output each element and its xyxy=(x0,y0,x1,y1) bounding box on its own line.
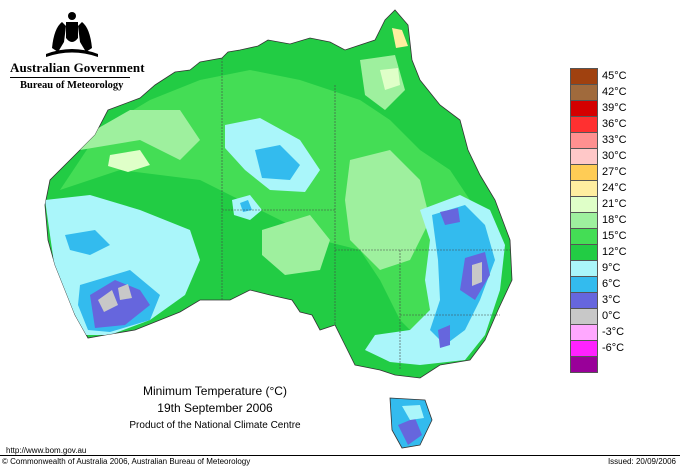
legend-swatch xyxy=(570,228,598,245)
legend-label: 30°C xyxy=(602,150,627,162)
legend-label: 15°C xyxy=(602,230,627,242)
legend-swatch xyxy=(570,132,598,149)
legend-label: -3°C xyxy=(602,326,625,338)
map-title: Minimum Temperature (°C) xyxy=(143,384,287,398)
legend-swatch xyxy=(570,116,598,133)
legend-label: 3°C xyxy=(602,294,621,306)
legend-label: 36°C xyxy=(602,118,627,130)
website-url: http://www.bom.gov.au xyxy=(6,446,87,455)
copyright-notice: © Commonwealth of Australia 2006, Austra… xyxy=(2,457,251,466)
legend-label: 12°C xyxy=(602,246,627,258)
legend-swatch xyxy=(570,84,598,101)
legend-label: 39°C xyxy=(602,102,627,114)
legend-label: 33°C xyxy=(602,134,627,146)
legend-swatch xyxy=(570,164,598,181)
legend-label: -6°C xyxy=(602,342,625,354)
legend-label: 0°C xyxy=(602,310,621,322)
legend-label: 42°C xyxy=(602,86,627,98)
map-date: 19th September 2006 xyxy=(157,401,273,415)
legend-swatch xyxy=(570,356,598,373)
legend-label: 24°C xyxy=(602,182,627,194)
legend-swatch xyxy=(570,324,598,341)
issued-date: Issued: 20/09/2006 xyxy=(607,457,676,466)
legend-swatch xyxy=(570,100,598,117)
legend-swatch xyxy=(570,340,598,357)
legend-label: 27°C xyxy=(602,166,627,178)
legend-swatch xyxy=(570,196,598,213)
bureau-title: Bureau of Meteorology xyxy=(20,80,124,91)
header-divider xyxy=(10,77,130,78)
legend-swatch xyxy=(570,212,598,229)
legend-swatch xyxy=(570,180,598,197)
legend-label: 45°C xyxy=(602,70,627,82)
legend-swatch xyxy=(570,260,598,277)
legend-label: 18°C xyxy=(602,214,627,226)
legend-label: 9°C xyxy=(602,262,621,274)
legend-swatch xyxy=(570,292,598,309)
legend-label: 21°C xyxy=(602,198,627,210)
map-product-credit: Product of the National Climate Centre xyxy=(129,420,301,431)
footer-divider xyxy=(0,455,680,456)
legend-swatch xyxy=(570,68,598,85)
legend-swatch xyxy=(570,244,598,261)
legend-swatch xyxy=(570,308,598,325)
legend-label: 6°C xyxy=(602,278,621,290)
legend-swatch xyxy=(570,148,598,165)
government-title: Australian Government xyxy=(10,60,145,75)
legend-swatch xyxy=(570,276,598,293)
coat-of-arms-icon xyxy=(46,12,98,57)
